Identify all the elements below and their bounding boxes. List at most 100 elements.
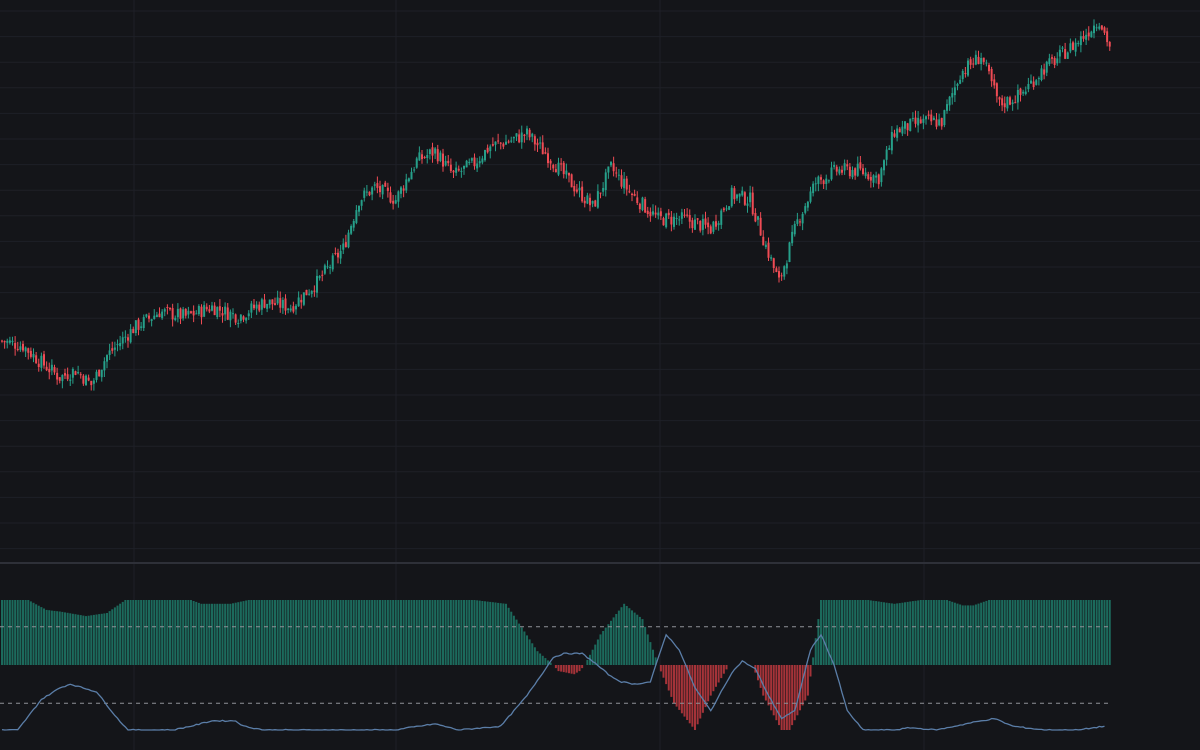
histogram-bar (641, 619, 644, 665)
histogram-bar (1106, 600, 1109, 665)
histogram-bar (644, 626, 647, 665)
histogram-bar (812, 657, 815, 665)
candle-body (321, 274, 324, 276)
histogram-bar (898, 603, 901, 665)
candle-body (116, 344, 119, 346)
histogram-bar (182, 600, 185, 665)
histogram-bar (961, 605, 964, 665)
histogram-bar (344, 600, 347, 665)
histogram-bar (762, 665, 765, 696)
candle-body (190, 311, 192, 313)
candle-body (594, 200, 597, 207)
candle-body (284, 298, 287, 311)
histogram-bar (998, 600, 1001, 665)
candle-body (331, 255, 334, 270)
histogram-bar (977, 603, 980, 665)
histogram-bar (27, 600, 30, 665)
histogram-bar (169, 600, 171, 665)
candle-body (350, 226, 353, 234)
histogram-bar (623, 603, 626, 665)
candle-body (35, 355, 38, 364)
histogram-bar (318, 600, 321, 665)
histogram-bar (917, 600, 920, 665)
histogram-bar (673, 665, 675, 704)
histogram-bar (239, 601, 242, 665)
candle-body (179, 308, 182, 319)
candle-body (610, 162, 612, 166)
candle-body (192, 310, 195, 316)
candle-body (846, 164, 849, 167)
candle-body (793, 223, 796, 235)
histogram-bar (3, 600, 6, 665)
candle-body (917, 117, 920, 126)
candle-body (783, 266, 786, 277)
candle-body (365, 191, 368, 193)
candle-body (226, 307, 229, 320)
candle-body (974, 54, 977, 65)
candle-body (124, 336, 127, 338)
price-pane[interactable] (1, 19, 1111, 391)
candle-body (224, 306, 227, 315)
histogram-bar (959, 604, 962, 665)
histogram-bar (329, 600, 332, 665)
candle-body (87, 377, 90, 381)
histogram-bar (841, 600, 843, 665)
candle-body (940, 118, 943, 127)
candle-body (956, 83, 959, 86)
oscillator-histogram (1, 600, 1111, 730)
candle-body (554, 169, 557, 173)
candle-body (778, 271, 780, 278)
histogram-bar (1100, 600, 1103, 665)
candle-body (169, 307, 171, 310)
histogram-bar (712, 665, 715, 692)
candle-body (722, 208, 725, 211)
candle-body (371, 187, 374, 195)
histogram-bar (806, 665, 809, 696)
histogram-bar (707, 665, 710, 702)
candle-body (58, 377, 61, 381)
histogram-bar (531, 643, 534, 665)
histogram-bar (255, 600, 258, 665)
histogram-bar (197, 602, 200, 665)
candle-body (347, 232, 350, 248)
histogram-bar (526, 635, 528, 665)
histogram-bar (783, 665, 786, 730)
candle-body (507, 141, 510, 143)
candle-body (982, 57, 985, 62)
candle-body (856, 163, 859, 176)
candle-body (1003, 103, 1006, 108)
candle-body (379, 186, 381, 193)
histogram-bar (612, 617, 615, 665)
histogram-bar (539, 653, 542, 665)
histogram-bar (87, 615, 90, 665)
candle-body (914, 117, 917, 124)
candle-body (77, 372, 80, 374)
candle-body (1085, 34, 1088, 40)
histogram-bar (224, 603, 227, 665)
histogram-bar (232, 603, 234, 665)
candle-body (56, 372, 59, 380)
candle-body (166, 307, 169, 308)
histogram-bar (523, 631, 526, 665)
histogram-bar (300, 600, 303, 665)
histogram-bar (423, 600, 426, 665)
histogram-bar (520, 627, 523, 665)
candle-body (833, 165, 836, 167)
histogram-bar (71, 613, 74, 665)
candle-body (8, 340, 11, 343)
candle-body (64, 373, 66, 376)
candle-body (410, 171, 413, 180)
histogram-bar (434, 600, 437, 665)
histogram-bar (1064, 600, 1067, 665)
candle-body (79, 374, 82, 376)
candle-body (775, 268, 778, 272)
candle-body (434, 148, 437, 154)
histogram-bar (980, 602, 983, 665)
histogram-bar (1108, 600, 1111, 665)
candle-body (675, 218, 678, 219)
candle-body (32, 354, 35, 358)
candle-body (959, 79, 962, 84)
candle-body (757, 216, 759, 220)
candle-body (392, 200, 395, 204)
histogram-bar (22, 600, 24, 665)
